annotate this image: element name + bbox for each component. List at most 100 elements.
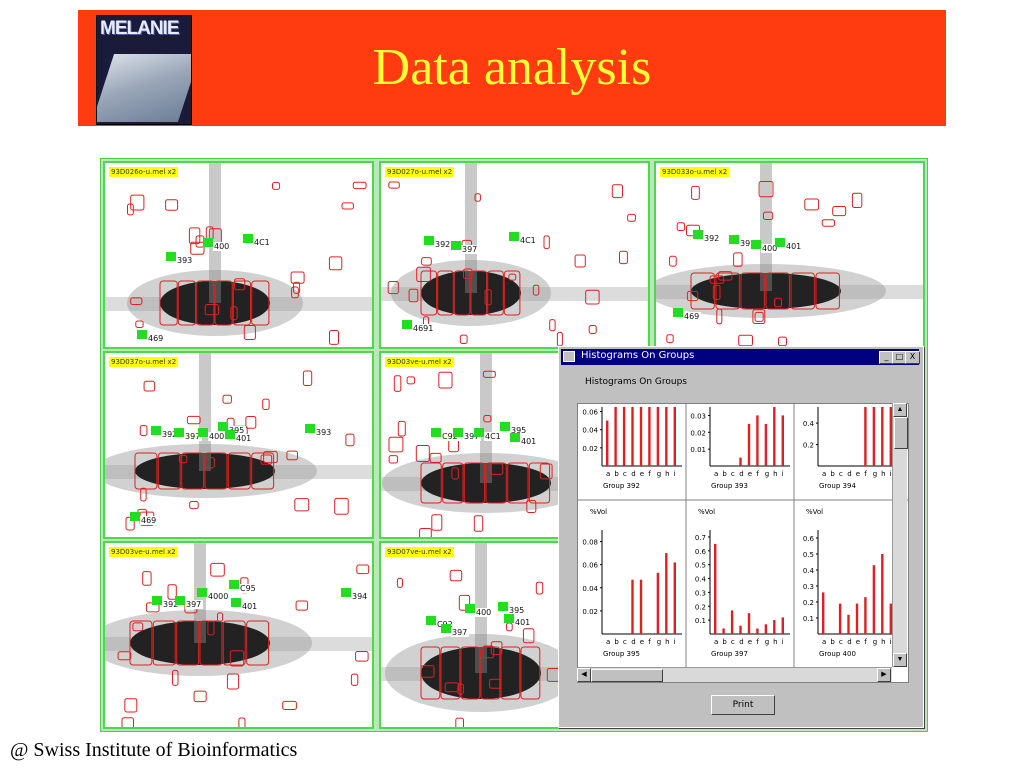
spot-label: C92 [442,432,458,441]
histogram-panel: 0.06 0.04 0.02 a b c d e f g h i Group 392 0.03 0.02 0.… [577,403,909,683]
x-tick-label: g [873,638,877,646]
histogram-window[interactable]: Histograms On Groups _ □ X Histograms On… [558,346,924,728]
x-tick-label: i [890,638,892,646]
spot-marker[interactable] [174,428,184,437]
y-axis-label: %Vol [806,508,823,516]
spot-marker[interactable] [198,428,208,437]
print-button[interactable]: Print [711,695,775,715]
x-tick-label: b [614,638,619,646]
scroll-down-arrow[interactable]: ▼ [893,653,907,667]
spot-label: 400 [476,608,491,617]
y-tick-label: 0.01 [690,446,706,454]
histogram-group-title: Group 394 [819,482,856,490]
spot-marker[interactable] [130,512,140,521]
x-tick-label: a [714,638,718,646]
spot-marker[interactable] [424,236,434,245]
spot-marker[interactable] [510,433,520,442]
histogram-bar [648,407,651,466]
spot-marker[interactable] [218,422,228,431]
y-tick-label: 0.1 [803,615,814,623]
histogram-bar [631,579,634,634]
scroll-left-arrow[interactable]: ◀ [577,668,591,682]
spot-marker[interactable] [197,588,207,597]
spot-marker[interactable] [441,624,451,633]
spot-label: C95 [240,584,256,593]
logo-text: MELANIE [100,18,179,39]
window-titlebar[interactable]: Histograms On Groups _ □ X [561,349,920,365]
spot-marker[interactable] [151,426,161,435]
spot-label: 394 [352,592,367,601]
spot-marker[interactable] [341,588,351,597]
spot-marker[interactable] [152,596,162,605]
spot-marker[interactable] [402,320,412,329]
x-tick-label: h [881,470,885,478]
histogram-bar [889,603,892,634]
gel-image[interactable]: 393 400 4C1 469 93D026o-u.mel x2 [103,161,374,349]
y-tick-label: 0.06 [582,409,598,417]
spot-marker[interactable] [203,238,213,247]
spot-label: 392 [163,600,178,609]
spot-marker[interactable] [751,240,761,249]
y-tick-label: 0.3 [695,589,706,597]
spot-marker[interactable] [451,241,461,250]
histogram-bar [781,415,784,466]
x-tick-label: c [623,638,627,646]
spot-marker[interactable] [305,424,315,433]
spot-marker[interactable] [225,430,235,439]
gel-image[interactable]: 392 397 4C1 4691 93D027o-u.mel x2 [379,161,650,349]
spot-marker[interactable] [775,238,785,247]
spot-marker[interactable] [474,428,484,437]
horizontal-scroll-thumb[interactable] [591,669,663,682]
x-tick-label: h [665,638,669,646]
y-tick-label: 0.06 [582,562,598,570]
gel-image[interactable]: 392 397 400 401 469 93D033o-u.mel x2 [654,161,925,349]
y-tick-label: 0.5 [803,551,814,559]
histogram-bar [656,407,660,466]
y-tick-label: 0.04 [582,427,598,435]
spot-marker[interactable] [137,330,147,339]
gel-image[interactable]: 392 397 4000 C95 401 394 93D03ve-u.mel x2 [103,541,374,729]
spot-label: 4C1 [254,238,270,247]
close-button[interactable]: X [905,351,920,364]
gel-image[interactable]: 392 397 4001 395 401 393 469 93D037o-u.mel x2 [103,351,374,539]
spot-label: 397 [186,600,201,609]
scroll-right-arrow[interactable]: ▶ [877,668,891,682]
spot-marker[interactable] [166,252,176,261]
x-tick-label: f [864,470,867,478]
spot-marker[interactable] [498,602,508,611]
spot-label: 400 [214,242,229,251]
vertical-scrollbar[interactable]: ▲ ▼ [892,403,908,667]
gel-filename-label: 93D027o-u.mel x2 [385,167,455,177]
spot-marker[interactable] [693,230,703,239]
spot-marker[interactable] [465,604,475,613]
window-app-icon[interactable] [563,351,575,362]
histogram-chart: %Vol 0.6 0.5 0.4 0.3 0.2 0.1 a b c d e f g h i Group 400 [803,508,898,658]
y-tick-label: 0.08 [582,539,598,547]
spot-marker[interactable] [729,235,739,244]
spot-marker[interactable] [175,596,185,605]
spot-label: 393 [316,428,331,437]
gel-spots: 392 397 4C1 4691 [381,163,648,347]
x-tick-label: i [782,470,784,478]
spot-marker[interactable] [504,614,514,623]
horizontal-scrollbar[interactable]: ◀ ▶ [577,667,892,682]
spot-marker[interactable] [453,428,463,437]
spot-marker[interactable] [229,580,239,589]
histogram-bar [747,613,751,634]
spot-marker[interactable] [243,234,253,243]
spot-marker[interactable] [509,232,519,241]
histogram-bar [855,603,859,634]
x-tick-label: i [890,470,892,478]
gel-filename-label: 93D026o-u.mel x2 [109,167,179,177]
scroll-up-arrow[interactable]: ▲ [893,403,907,417]
y-tick-label: 0.7 [695,534,706,542]
x-tick-label: d [739,638,743,646]
spot-marker[interactable] [426,616,436,625]
spot-label: 469 [148,334,163,343]
spot-marker[interactable] [231,598,241,607]
histogram-bar [756,415,759,466]
spot-marker[interactable] [673,308,683,317]
spot-marker[interactable] [431,428,441,437]
vertical-scroll-thumb[interactable] [894,417,908,449]
spot-marker[interactable] [500,422,510,431]
